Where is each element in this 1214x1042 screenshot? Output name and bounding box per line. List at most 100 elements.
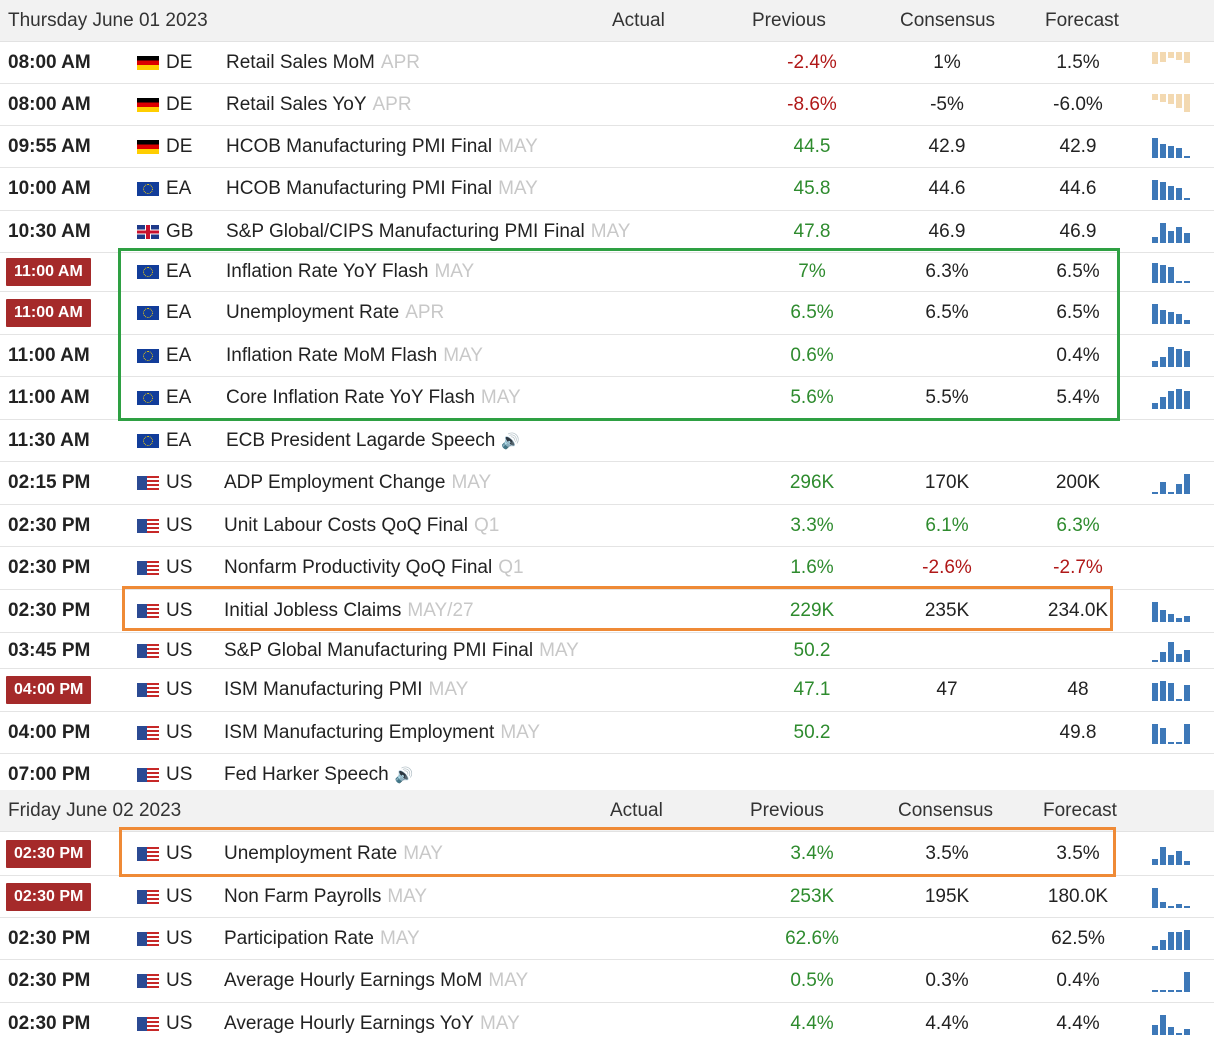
event-name[interactable]: ECB President Lagarde Speech [226,429,496,451]
us-flag-icon [137,643,159,658]
table-row[interactable]: 11:00 AM EA Inflation Rate MoM Flash MAY 0.6… [0,335,1214,377]
event-name[interactable]: ADP Employment Change [224,472,446,493]
table-row[interactable]: 02:15 PM US ADP Employment Change MAY 296K 17… [0,462,1214,505]
sparkline-chart[interactable] [1152,843,1194,865]
event-name[interactable]: Fed Harker Speech [224,764,389,785]
us-flag-icon [137,974,159,988]
column-header-consensus[interactable]: Consensus [900,10,996,31]
table-row[interactable]: 08:00 AM DE Retail Sales YoY APR -8.6% -5% -6.… [0,84,1214,126]
sparkline-chart[interactable] [1152,93,1194,116]
table-row[interactable]: 03:45 PM US S&P Global Manufacturing PMI F… [0,633,1214,669]
table-row[interactable]: 02:30 PM US Average Hourly Earnings MoM MAY… [0,960,1214,1003]
event-name[interactable]: Unemployment Rate [226,302,400,323]
sparkline-chart[interactable] [1152,387,1194,409]
sparkline-chart[interactable] [1152,136,1194,158]
reference-period: APR [380,52,420,73]
sparkline-chart[interactable] [1152,1013,1194,1035]
table-row[interactable]: 02:30 PM US Non Farm Payrolls MAY 253K 195K 18… [0,876,1214,918]
sparkline-chart[interactable] [1152,722,1194,744]
table-row[interactable]: 10:00 AM EA HCOB Manufacturing PMI Final MA… [0,168,1214,211]
table-row[interactable]: 02:30 PM US Initial Jobless Claims MAY/27 22… [0,590,1214,633]
event-name-link[interactable]: Core Inflation Rate YoY Flash MAY [226,387,521,409]
event-name-link[interactable]: HCOB Manufacturing PMI Final MAY [226,136,538,158]
event-name[interactable]: Inflation Rate YoY Flash [226,261,429,282]
event-name[interactable]: S&P Global Manufacturing PMI Final [224,639,534,661]
table-row[interactable]: 08:00 AM DE Retail Sales MoM APR -2.4% 1% 1.5% [0,43,1214,84]
event-name[interactable]: ISM Manufacturing PMI [224,679,423,700]
event-name[interactable]: Participation Rate [224,927,374,949]
event-name-link[interactable]: Nonfarm Productivity QoQ Final Q1 [224,557,524,579]
table-row[interactable]: 02:30 PM US Nonfarm Productivity QoQ Final… [0,547,1214,590]
column-header-actual[interactable]: Actual [612,10,665,31]
event-name-link[interactable]: Average Hourly Earnings YoY MAY [224,1013,520,1035]
sparkline-chart[interactable] [1152,886,1194,908]
event-name[interactable]: HCOB Manufacturing PMI Final [226,178,493,199]
event-time: 10:00 AM [8,178,91,199]
event-name-link[interactable]: Unit Labour Costs QoQ Final Q1 [224,515,499,537]
table-row[interactable]: 11:30 AM EA ECB President Lagarde Speech 🔊 [0,420,1214,462]
event-name-link[interactable]: ISM Manufacturing Employment MAY [224,722,540,744]
event-name[interactable]: Average Hourly Earnings YoY [224,1013,474,1034]
event-name-link[interactable]: Unemployment Rate MAY [224,843,443,865]
event-name[interactable]: Retail Sales MoM [226,52,375,73]
event-name-link[interactable]: S&P Global/CIPS Manufacturing PMI Final M… [226,221,630,243]
table-row[interactable]: 04:00 PM US ISM Manufacturing Employment MA… [0,712,1214,754]
event-name[interactable]: Initial Jobless Claims [224,600,402,621]
sparkline-chart[interactable] [1152,221,1194,243]
table-row[interactable]: 02:30 PM US Average Hourly Earnings YoY MAY… [0,1003,1214,1042]
event-name-link[interactable]: ISM Manufacturing PMI MAY [224,679,468,701]
event-name[interactable]: Retail Sales YoY [226,93,367,115]
event-name[interactable]: Inflation Rate MoM Flash [226,344,438,366]
event-name[interactable]: Unemployment Rate [224,843,398,864]
event-name[interactable]: Unit Labour Costs QoQ Final [224,514,468,536]
event-name-link[interactable]: Average Hourly Earnings MoM MAY [224,970,528,992]
event-name-link[interactable]: Fed Harker Speech 🔊 [224,764,413,786]
column-header-forecast[interactable]: Forecast [1043,800,1117,821]
sparkline-chart[interactable] [1152,928,1194,950]
table-row[interactable]: 04:00 PM US ISM Manufacturing PMI MAY 47.1 47… [0,669,1214,712]
sparkline-chart[interactable] [1152,52,1194,74]
sparkline-chart[interactable] [1152,178,1194,200]
sparkline-chart[interactable] [1152,600,1194,622]
country-code: DE [166,93,193,115]
table-row[interactable]: 02:30 PM US Unemployment Rate MAY 3.4% 3.5% 3.… [0,833,1214,876]
event-name-link[interactable]: S&P Global Manufacturing PMI Final MAY [224,640,579,662]
table-row[interactable]: 11:00 AM EA Core Inflation Rate YoY Flash M… [0,377,1214,420]
event-name-link[interactable]: Retail Sales MoM APR [226,52,420,74]
event-name-link[interactable]: Unemployment Rate APR [226,302,444,324]
event-name-link[interactable]: Non Farm Payrolls MAY [224,886,427,908]
sparkline-chart[interactable] [1152,345,1194,367]
event-name[interactable]: HCOB Manufacturing PMI Final [226,135,493,157]
sparkline-chart[interactable] [1152,302,1194,324]
event-name-link[interactable]: HCOB Manufacturing PMI Final MAY [226,178,538,200]
sparkline-chart[interactable] [1152,472,1194,494]
event-name-link[interactable]: ECB President Lagarde Speech 🔊 [226,430,520,452]
sparkline-chart[interactable] [1152,640,1194,662]
column-header-forecast[interactable]: Forecast [1045,10,1119,31]
event-name-link[interactable]: Initial Jobless Claims MAY/27 [224,600,474,622]
sparkline-chart[interactable] [1152,679,1194,701]
event-name[interactable]: Nonfarm Productivity QoQ Final [224,557,493,578]
event-name[interactable]: Core Inflation Rate YoY Flash [226,387,475,408]
event-name[interactable]: Non Farm Payrolls [224,885,382,907]
event-name-link[interactable]: Inflation Rate YoY Flash MAY [226,261,474,283]
table-row[interactable]: 11:00 AM EA Inflation Rate YoY Flash MAY 7% 6… [0,253,1214,292]
table-row[interactable]: 09:55 AM DE HCOB Manufacturing PMI Final MA… [0,126,1214,168]
event-name-link[interactable]: Retail Sales YoY APR [226,94,412,116]
table-row[interactable]: 10:30 AM GB S&P Global/CIPS Manufacturing … [0,211,1214,253]
event-name-link[interactable]: ADP Employment Change MAY [224,472,491,494]
table-row[interactable]: 02:30 PM US Unit Labour Costs QoQ Final Q1 3… [0,505,1214,547]
column-header-previous[interactable]: Previous [752,10,826,31]
event-name-link[interactable]: Inflation Rate MoM Flash MAY [226,345,483,367]
event-name[interactable]: Average Hourly Earnings MoM [224,970,483,991]
event-name[interactable]: ISM Manufacturing Employment [224,721,495,743]
table-row[interactable]: 02:30 PM US Participation Rate MAY 62.6% 62.5… [0,918,1214,960]
sparkline-chart[interactable] [1152,261,1194,283]
column-header-previous[interactable]: Previous [750,800,824,821]
column-header-actual[interactable]: Actual [610,800,663,821]
event-name-link[interactable]: Participation Rate MAY [224,928,420,950]
event-name[interactable]: S&P Global/CIPS Manufacturing PMI Final [226,220,585,242]
column-header-consensus[interactable]: Consensus [898,800,994,821]
table-row[interactable]: 11:00 AM EA Unemployment Rate APR 6.5% 6.5% 6.… [0,292,1214,335]
sparkline-chart[interactable] [1152,970,1194,992]
